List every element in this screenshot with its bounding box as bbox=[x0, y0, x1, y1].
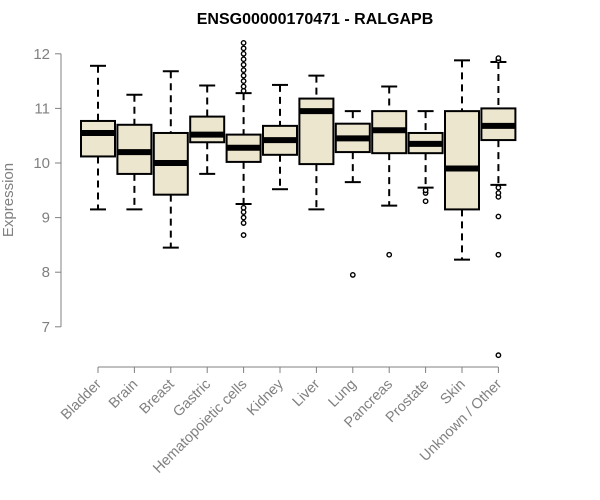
box-6 bbox=[298, 74, 335, 211]
x-tick-label: Liver bbox=[290, 376, 324, 410]
axes: 7 8 9 10 11 12 bbox=[33, 46, 499, 373]
outlier-point bbox=[349, 272, 356, 278]
y-tick-label: 12 bbox=[33, 46, 50, 63]
x-tick-label: Skin bbox=[438, 377, 469, 408]
y-tick-label: 10 bbox=[33, 155, 50, 172]
box-9 bbox=[407, 110, 444, 205]
outlier-point bbox=[240, 232, 247, 238]
outlier-point bbox=[240, 61, 247, 68]
outlier-point bbox=[240, 50, 247, 57]
outlier-point bbox=[240, 72, 247, 79]
outlier-point bbox=[495, 352, 502, 359]
box-5 bbox=[262, 83, 298, 191]
box-0 bbox=[80, 64, 116, 211]
box-1 bbox=[116, 93, 153, 211]
outlier-point bbox=[240, 204, 247, 211]
outlier-point bbox=[240, 45, 247, 52]
outlier-point bbox=[240, 214, 247, 221]
outlier-point bbox=[386, 251, 393, 258]
box-8 bbox=[371, 85, 408, 258]
chart-title: ENSG00000170471 - RALGAPB bbox=[197, 11, 434, 28]
outlier-point bbox=[240, 67, 247, 74]
outlier-point bbox=[240, 78, 247, 85]
outlier-point bbox=[495, 184, 502, 191]
outlier-point bbox=[240, 56, 247, 63]
box-3 bbox=[189, 84, 226, 175]
iqr-box bbox=[80, 119, 116, 158]
x-tick-label: Bladder bbox=[58, 376, 105, 423]
y-tick-label: 9 bbox=[42, 210, 50, 227]
y-axis-title: Expression bbox=[0, 163, 17, 237]
outlier-point bbox=[495, 251, 502, 258]
boxes-group bbox=[80, 39, 517, 359]
y-tick-label: 8 bbox=[42, 264, 50, 281]
y-tick-label: 11 bbox=[34, 100, 50, 117]
x-tick-label: Kidney bbox=[244, 376, 287, 419]
iqr-box bbox=[444, 110, 480, 211]
y-tick-label: 7 bbox=[42, 319, 50, 336]
outlier-point bbox=[422, 198, 429, 205]
box-7 bbox=[334, 110, 371, 278]
outlier-point bbox=[422, 187, 429, 194]
box-2 bbox=[152, 70, 189, 249]
outlier-point bbox=[495, 213, 502, 220]
box-11 bbox=[480, 55, 517, 359]
outlier-point bbox=[495, 55, 502, 62]
outlier-point bbox=[240, 83, 247, 90]
box-10 bbox=[444, 59, 480, 261]
outlier-point bbox=[240, 39, 247, 46]
outlier-point bbox=[240, 220, 247, 226]
iqr-box bbox=[189, 115, 226, 144]
outlier-point bbox=[495, 190, 502, 196]
box-4 bbox=[225, 39, 262, 238]
